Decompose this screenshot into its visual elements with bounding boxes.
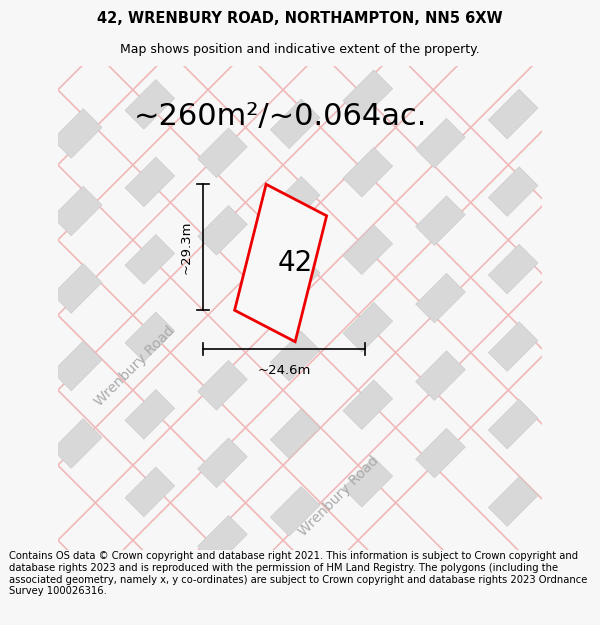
- Polygon shape: [488, 167, 538, 216]
- Polygon shape: [416, 351, 466, 401]
- Polygon shape: [125, 157, 175, 207]
- Polygon shape: [271, 486, 320, 536]
- Polygon shape: [343, 458, 392, 507]
- Polygon shape: [235, 184, 326, 342]
- Polygon shape: [271, 176, 320, 226]
- Polygon shape: [271, 99, 320, 149]
- Polygon shape: [52, 341, 102, 391]
- Polygon shape: [343, 70, 392, 119]
- Polygon shape: [197, 128, 247, 178]
- Polygon shape: [343, 148, 392, 197]
- Polygon shape: [52, 186, 102, 236]
- Polygon shape: [416, 273, 466, 323]
- Polygon shape: [271, 254, 320, 304]
- Polygon shape: [488, 89, 538, 139]
- Text: ~24.6m: ~24.6m: [257, 364, 311, 378]
- Polygon shape: [271, 331, 320, 381]
- Polygon shape: [488, 244, 538, 294]
- Text: ~260m²/~0.064ac.: ~260m²/~0.064ac.: [134, 102, 427, 131]
- Polygon shape: [416, 118, 466, 168]
- Polygon shape: [125, 467, 175, 517]
- Polygon shape: [343, 302, 392, 352]
- Polygon shape: [125, 234, 175, 284]
- Text: Contains OS data © Crown copyright and database right 2021. This information is : Contains OS data © Crown copyright and d…: [9, 551, 587, 596]
- Text: 42, WRENBURY ROAD, NORTHAMPTON, NN5 6XW: 42, WRENBURY ROAD, NORTHAMPTON, NN5 6XW: [97, 11, 503, 26]
- Polygon shape: [271, 409, 320, 459]
- Polygon shape: [343, 380, 392, 429]
- Polygon shape: [197, 206, 247, 255]
- Polygon shape: [125, 389, 175, 439]
- Polygon shape: [488, 477, 538, 526]
- Polygon shape: [125, 79, 175, 129]
- Polygon shape: [343, 225, 392, 274]
- Polygon shape: [416, 196, 466, 246]
- Polygon shape: [488, 399, 538, 449]
- Polygon shape: [52, 109, 102, 158]
- Polygon shape: [488, 322, 538, 371]
- Text: Wrenbury Road: Wrenbury Road: [296, 454, 382, 539]
- Polygon shape: [197, 516, 247, 565]
- Polygon shape: [416, 428, 466, 478]
- Text: 42: 42: [278, 249, 313, 277]
- Polygon shape: [197, 361, 247, 410]
- Polygon shape: [197, 438, 247, 488]
- Polygon shape: [125, 312, 175, 362]
- Text: ~29.3m: ~29.3m: [179, 221, 193, 274]
- Text: Map shows position and indicative extent of the property.: Map shows position and indicative extent…: [120, 42, 480, 56]
- Polygon shape: [52, 419, 102, 468]
- Polygon shape: [52, 264, 102, 313]
- Text: Wrenbury Road: Wrenbury Road: [92, 323, 178, 409]
